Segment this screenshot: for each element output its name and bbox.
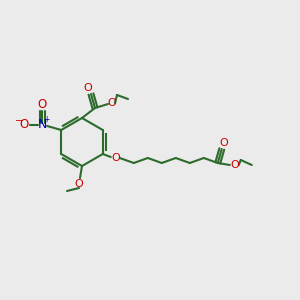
Text: O: O — [38, 98, 47, 112]
Text: −: − — [15, 116, 23, 126]
Text: O: O — [20, 118, 29, 131]
Text: O: O — [230, 160, 239, 170]
Text: O: O — [219, 138, 228, 148]
Text: O: O — [84, 83, 92, 93]
Text: O: O — [75, 179, 83, 189]
Text: N: N — [38, 118, 47, 131]
Text: O: O — [108, 98, 116, 108]
Text: +: + — [43, 116, 50, 124]
Text: O: O — [111, 153, 120, 163]
